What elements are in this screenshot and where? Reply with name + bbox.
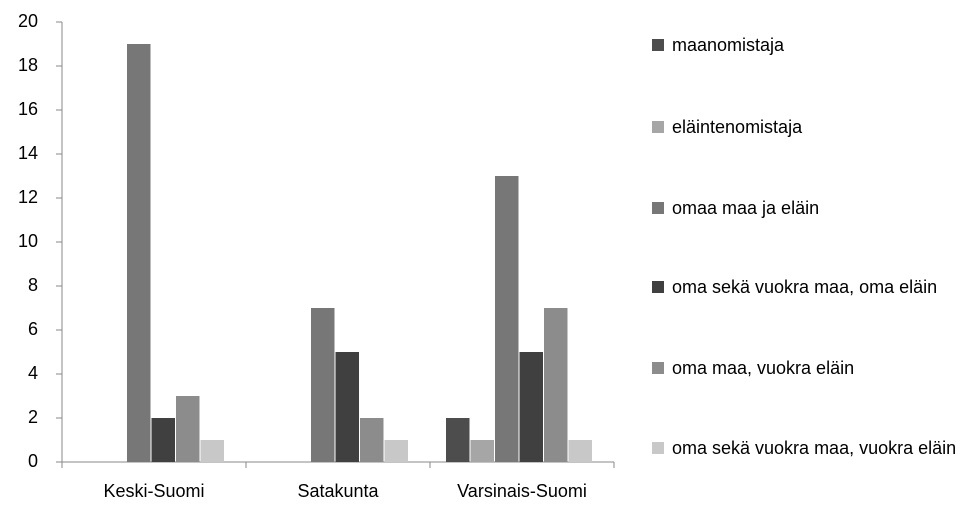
- legend-item: eläintenomistaja: [652, 113, 974, 141]
- legend-swatch: [652, 39, 664, 51]
- bar: [544, 308, 568, 462]
- y-tick-label: 10: [18, 231, 38, 251]
- y-tick-label: 2: [28, 407, 38, 427]
- legend-swatch: [652, 121, 664, 133]
- legend-label: oma sekä vuokra maa, oma eläin: [672, 277, 938, 297]
- y-tick-label: 18: [18, 55, 38, 75]
- legend-item: maanomistaja: [652, 31, 974, 59]
- y-tick-label: 4: [28, 363, 38, 383]
- y-tick-label: 12: [18, 187, 38, 207]
- bar: [176, 396, 200, 462]
- bar: [446, 418, 470, 462]
- bar: [495, 176, 519, 462]
- bar: [151, 418, 175, 462]
- legend-label: maanomistaja: [672, 35, 785, 55]
- legend-swatch: [652, 202, 664, 214]
- y-tick-label: 6: [28, 319, 38, 339]
- y-tick-label: 8: [28, 275, 38, 295]
- bar: [311, 308, 335, 462]
- y-tick-label: 16: [18, 99, 38, 119]
- legend-item: oma maa, vuokra eläin: [652, 354, 974, 382]
- bar: [568, 440, 592, 462]
- bar: [200, 440, 224, 462]
- legend-item: oma sekä vuokra maa, oma eläin: [652, 273, 974, 301]
- y-tick-label: 14: [18, 143, 38, 163]
- x-tick-label: Varsinais-Suomi: [457, 481, 587, 501]
- legend-label: oma maa, vuokra eläin: [672, 358, 855, 378]
- bar: [335, 352, 359, 462]
- bar: [384, 440, 408, 462]
- y-tick-label: 0: [28, 451, 38, 471]
- y-tick-label: 20: [18, 11, 38, 31]
- legend-item: oma sekä vuokra maa, vuokra eläin: [652, 434, 974, 462]
- x-tick-label: Satakunta: [297, 481, 379, 501]
- legend-label: omaa maa ja eläin: [672, 198, 820, 218]
- x-tick-label: Keski-Suomi: [103, 481, 204, 501]
- legend-label: oma sekä vuokra maa, vuokra eläin: [672, 438, 957, 458]
- bar: [519, 352, 543, 462]
- legend-swatch: [652, 362, 664, 374]
- legend-swatch: [652, 281, 664, 293]
- bar: [470, 440, 494, 462]
- legend-label: eläintenomistaja: [672, 117, 803, 137]
- legend-item: omaa maa ja eläin: [652, 194, 974, 222]
- bar: [127, 44, 151, 462]
- bar: [360, 418, 384, 462]
- legend-swatch: [652, 442, 664, 454]
